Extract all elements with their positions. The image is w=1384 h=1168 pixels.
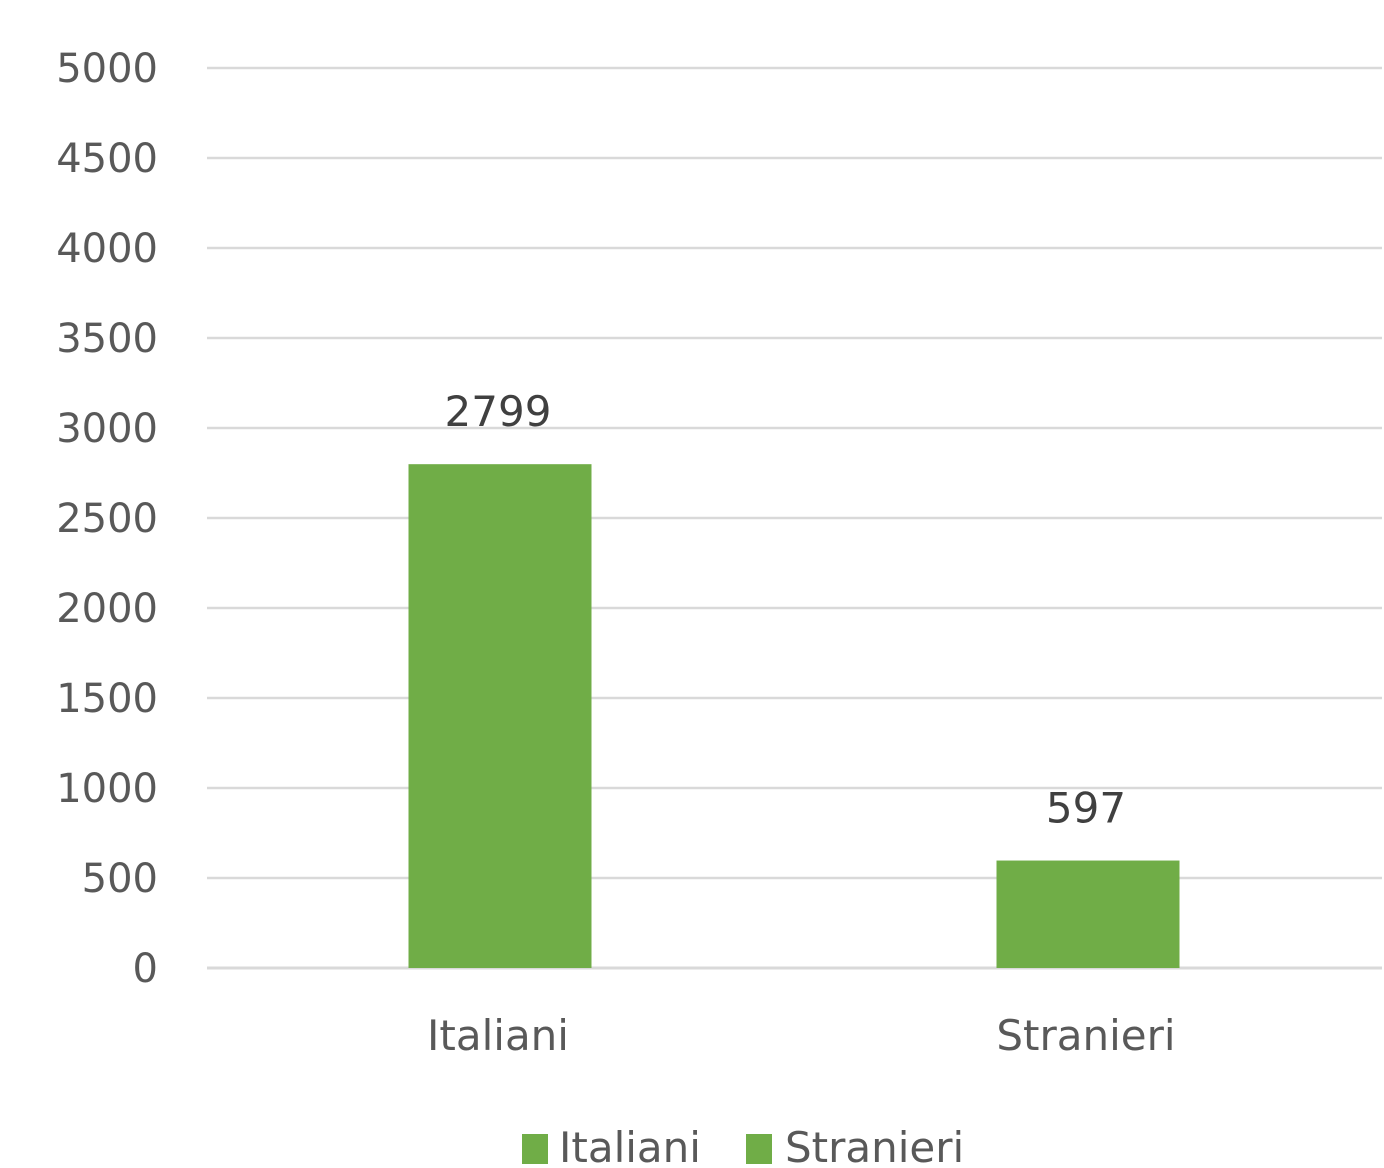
legend-label-stranieri: Stranieri: [785, 1123, 964, 1168]
bar-italiani: [408, 464, 592, 968]
legend-swatch-italiani: [522, 1134, 548, 1164]
x-axis-category-labels: Italiani Stranieri: [427, 1011, 1176, 1060]
y-tick-label-1500: 1500: [56, 676, 158, 722]
y-axis-tick-labels: 0 500 1000 1500 2000 2500 3000 3500 4000 4500 5000: [56, 46, 158, 992]
bars: [408, 464, 1180, 968]
y-tick-label-5000: 5000: [56, 46, 158, 92]
data-label-stranieri: 597: [1046, 784, 1126, 833]
legend-label-italiani: Italiani: [559, 1123, 701, 1168]
y-tick-label-4500: 4500: [56, 136, 158, 182]
y-tick-label-1000: 1000: [56, 766, 158, 812]
y-tick-label-3000: 3000: [56, 406, 158, 452]
y-tick-label-4000: 4000: [56, 226, 158, 272]
x-category-label-italiani: Italiani: [427, 1011, 569, 1060]
bar-stranieri: [996, 860, 1180, 968]
gridlines: [207, 66, 1382, 970]
x-category-label-stranieri: Stranieri: [996, 1011, 1175, 1060]
y-tick-label-2000: 2000: [56, 586, 158, 632]
y-tick-label-0: 0: [133, 946, 158, 992]
data-labels: 2799 597: [445, 387, 1127, 832]
y-tick-label-3500: 3500: [56, 316, 158, 362]
y-tick-label-2500: 2500: [56, 496, 158, 542]
data-label-italiani: 2799: [445, 387, 552, 436]
y-tick-label-500: 500: [82, 856, 158, 902]
legend: Italiani Stranieri: [522, 1123, 964, 1168]
legend-swatch-stranieri: [746, 1134, 772, 1164]
